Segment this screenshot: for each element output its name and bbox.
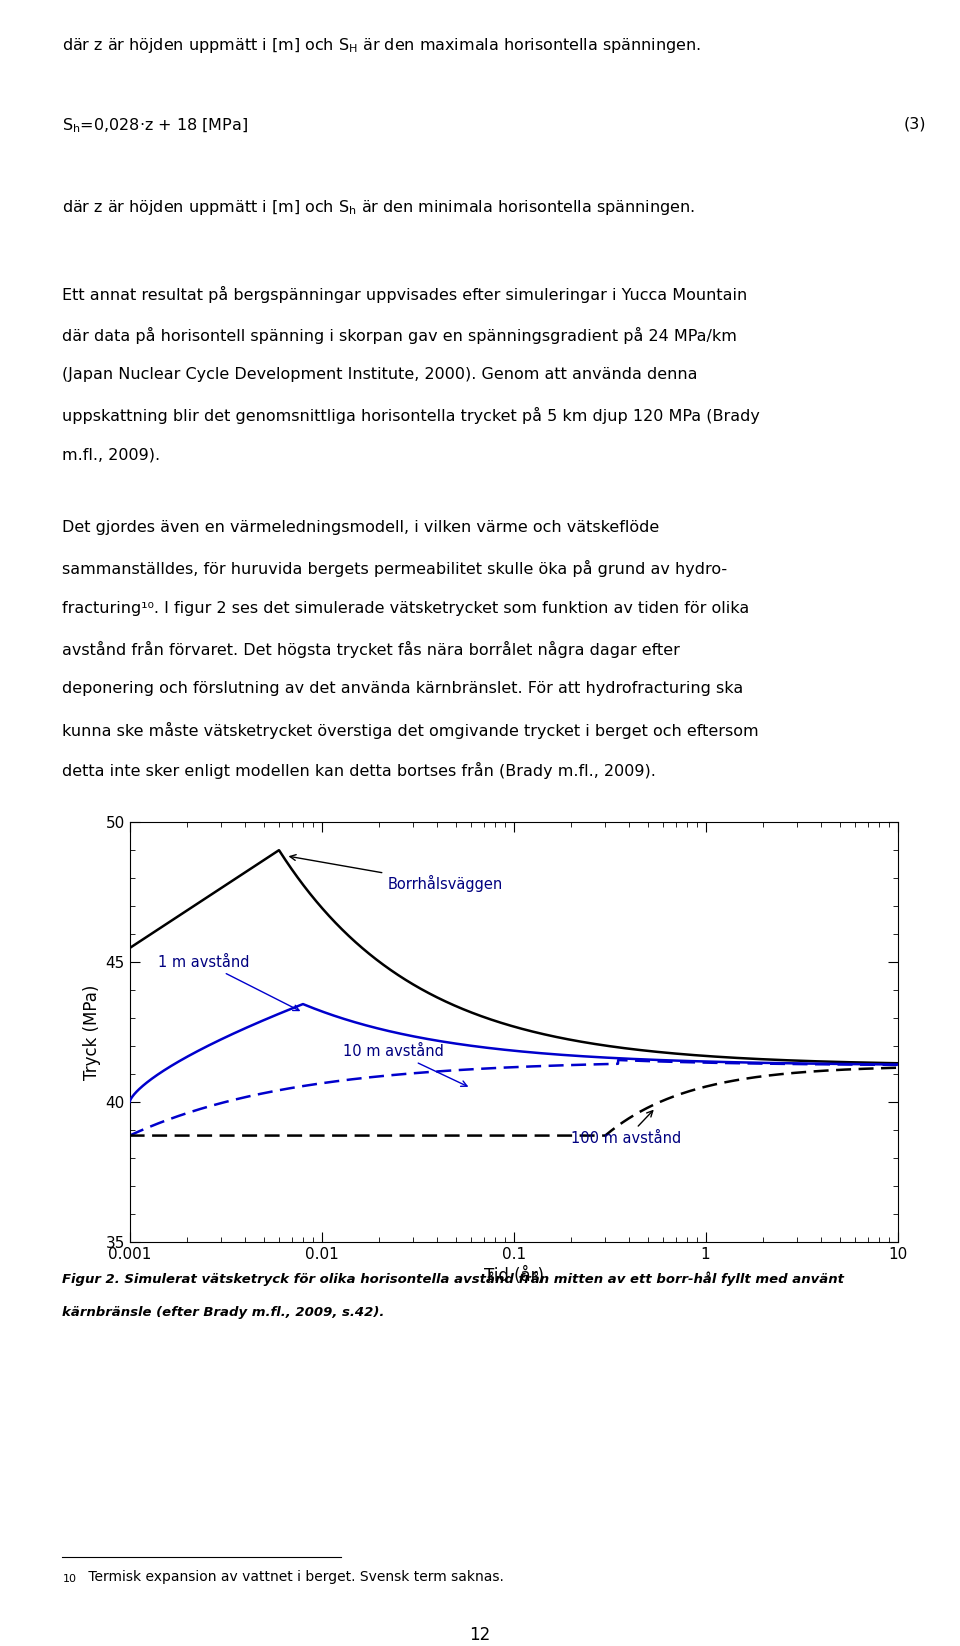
- Text: Figur 2. Simulerat vätsketryck för olika horisontella avstånd från mitten av ett: Figur 2. Simulerat vätsketryck för olika…: [62, 1271, 845, 1286]
- Text: detta inte sker enligt modellen kan detta bortses från (Brady m.fl., 2009).: detta inte sker enligt modellen kan dett…: [62, 762, 657, 779]
- Text: (Japan Nuclear Cycle Development Institute, 2000). Genom att använda denna: (Japan Nuclear Cycle Development Institu…: [62, 367, 698, 382]
- Text: 10: 10: [62, 1574, 77, 1583]
- Text: deponering och förslutning av det använda kärnbränslet. För att hydrofracturing : deponering och förslutning av det använd…: [62, 681, 744, 696]
- Text: fracturing¹⁰. I figur 2 ses det simulerade vätsketrycket som funktion av tiden f: fracturing¹⁰. I figur 2 ses det simulera…: [62, 601, 750, 616]
- Text: Det gjordes även en värmeledningsmodell, i vilken värme och vätskeflöde: Det gjordes även en värmeledningsmodell,…: [62, 520, 660, 535]
- Y-axis label: Tryck (MPa): Tryck (MPa): [84, 984, 101, 1080]
- Text: 12: 12: [469, 1626, 491, 1644]
- Text: där z är höjden uppmätt i [m] och $\mathregular{S_h}$ är den minimala horisontel: där z är höjden uppmätt i [m] och $\math…: [62, 198, 695, 217]
- Text: kärnbränsle (efter Brady m.fl., 2009, s.42).: kärnbränsle (efter Brady m.fl., 2009, s.…: [62, 1305, 385, 1318]
- Text: 100 m avstånd: 100 m avstånd: [571, 1111, 682, 1146]
- Text: sammanställdes, för huruvida bergets permeabilitet skulle öka på grund av hydro-: sammanställdes, för huruvida bergets per…: [62, 560, 728, 578]
- Text: kunna ske måste vätsketrycket överstiga det omgivande trycket i berget och efter: kunna ske måste vätsketrycket överstiga …: [62, 721, 759, 739]
- Text: Ett annat resultat på bergspänningar uppvisades efter simuleringar i Yucca Mount: Ett annat resultat på bergspänningar upp…: [62, 286, 748, 303]
- Text: m.fl., 2009).: m.fl., 2009).: [62, 448, 160, 463]
- Text: Termisk expansion av vattnet i berget. Svensk term saknas.: Termisk expansion av vattnet i berget. S…: [84, 1570, 503, 1585]
- Text: (3): (3): [904, 117, 926, 132]
- Text: 10 m avstånd: 10 m avstånd: [344, 1044, 468, 1086]
- Text: 1 m avstånd: 1 m avstånd: [157, 955, 300, 1011]
- Text: Borrhålsväggen: Borrhålsväggen: [290, 854, 503, 892]
- Text: avstånd från förvaret. Det högsta trycket fås nära borrålet några dagar efter: avstånd från förvaret. Det högsta trycke…: [62, 640, 681, 658]
- X-axis label: Tid (år): Tid (år): [484, 1267, 543, 1286]
- Text: $\mathregular{S_h}$=0,028·z + 18 [MPa]: $\mathregular{S_h}$=0,028·z + 18 [MPa]: [62, 117, 249, 135]
- Text: där data på horisontell spänning i skorpan gav en spänningsgradient på 24 MPa/km: där data på horisontell spänning i skorp…: [62, 326, 737, 344]
- Text: där z är höjden uppmätt i [m] och $\mathregular{S_H}$ är den maximala horisontel: där z är höjden uppmätt i [m] och $\math…: [62, 36, 702, 56]
- Text: uppskattning blir det genomsnittliga horisontella trycket på 5 km djup 120 MPa (: uppskattning blir det genomsnittliga hor…: [62, 407, 760, 425]
